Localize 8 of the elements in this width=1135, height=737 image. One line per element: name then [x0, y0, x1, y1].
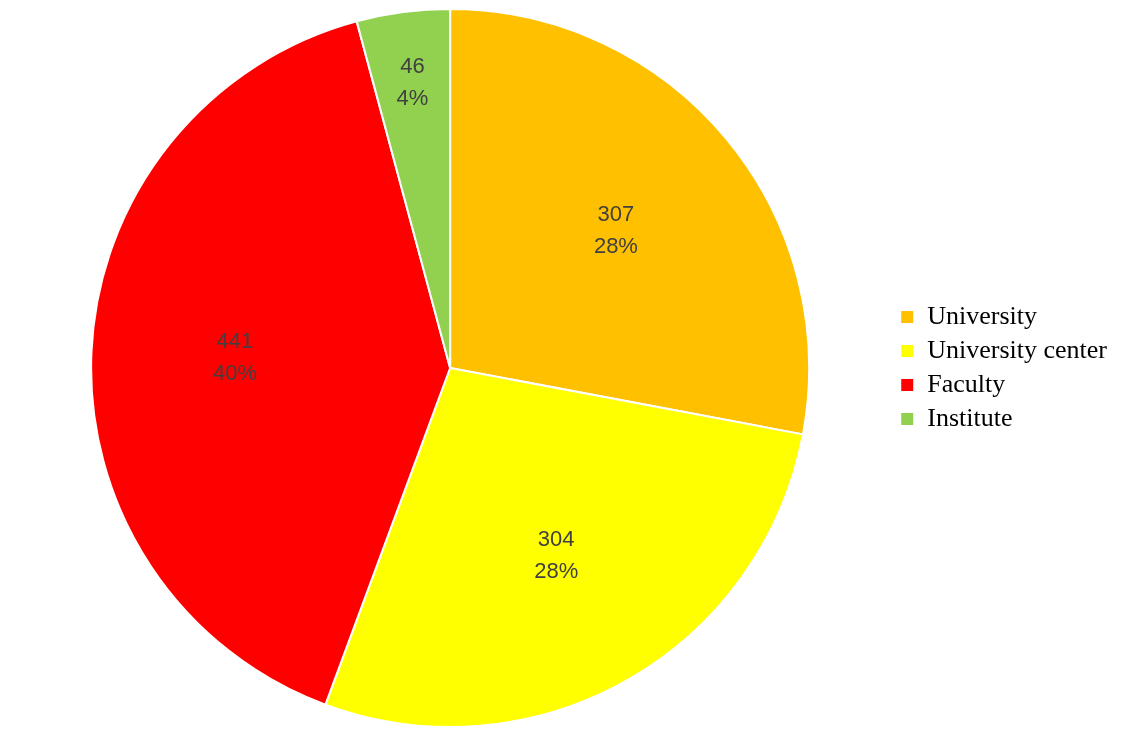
data-label: 307 28% — [593, 200, 638, 258]
data-label: 46 4% — [396, 53, 429, 111]
legend-label: Faculty — [927, 368, 1006, 398]
data-label: 441 40% — [212, 328, 257, 386]
legend-label: University center — [927, 334, 1108, 364]
data-label: 304 28% — [534, 525, 579, 583]
legend-label: Institute — [927, 402, 1013, 432]
legend-label: University — [927, 300, 1037, 330]
